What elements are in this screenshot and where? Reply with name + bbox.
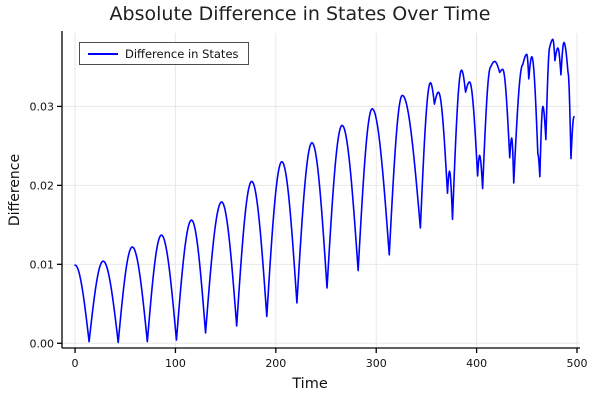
x-tick-label: 500 — [566, 357, 587, 370]
x-tick-label: 400 — [466, 357, 487, 370]
x-tick-label: 300 — [366, 357, 387, 370]
series-line — [74, 38, 575, 344]
legend-label: Difference in States — [125, 46, 239, 61]
x-tick-label: 0 — [72, 357, 79, 370]
y-tick-label: 0.01 — [30, 258, 55, 271]
x-axis-label: Time — [292, 376, 328, 392]
legend-line-sample — [88, 52, 118, 55]
y-axis-label: Difference — [7, 153, 23, 227]
y-tick-label: 0.02 — [30, 179, 55, 192]
x-tick-label: 200 — [265, 357, 286, 370]
y-tick-label: 0.00 — [30, 337, 55, 350]
legend: Difference in States — [79, 42, 249, 65]
y-tick-label: 0.03 — [30, 100, 55, 113]
x-tick-label: 100 — [165, 357, 186, 370]
chart-title: Absolute Difference in States Over Time — [109, 3, 491, 25]
